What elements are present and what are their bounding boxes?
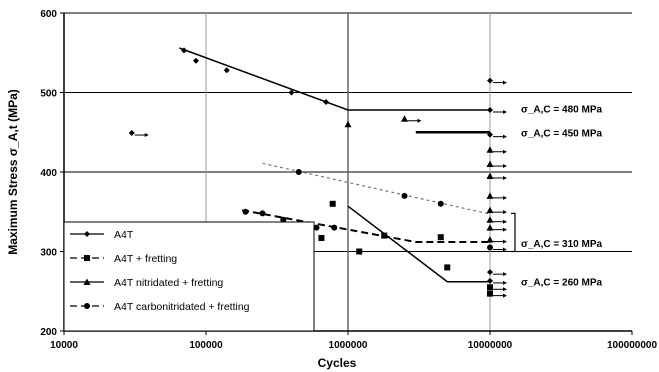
point-series-2 [486, 236, 494, 243]
annotation-label: σ_A,C = 310 MPa [521, 239, 602, 250]
y-tick-label: 500 [40, 89, 57, 100]
legend-marker [84, 303, 90, 309]
data-points [128, 47, 507, 298]
runout-arrowhead [503, 272, 507, 277]
x-tick-label: 10000000 [468, 340, 513, 351]
point-series-3 [295, 169, 302, 175]
point-series-1 [329, 200, 336, 207]
runout-arrowhead [503, 109, 507, 114]
point-series-0 [487, 77, 493, 84]
runout-arrowhead [503, 175, 507, 180]
x-tick-label: 100000000 [607, 340, 657, 351]
point-series-3 [437, 200, 444, 207]
legend-label: A4T + fretting [114, 253, 177, 265]
y-tick-label: 600 [40, 9, 57, 20]
runout-arrowhead [503, 287, 507, 292]
y-axis-title: Maximum Stress σ_A,t (MPa) [6, 89, 20, 255]
point-series-1 [381, 232, 388, 239]
point-series-0 [181, 47, 188, 54]
fit-line-series-3 [242, 209, 490, 243]
point-series-0 [487, 106, 493, 113]
point-series-3 [259, 210, 266, 217]
y-tick-label: 400 [40, 168, 57, 179]
annotations: σ_A,C = 480 MPa σ_A,C = 450 MPa σ_A,C = 31… [521, 104, 602, 288]
point-series-2 [344, 120, 352, 128]
point-series-2 [486, 160, 494, 168]
runout-arrowhead [503, 134, 507, 139]
fit-line-series-0 [179, 47, 490, 111]
legend-label: A4T nitridated + fretting [114, 277, 223, 289]
x-tick-label: 10000 [50, 340, 78, 351]
bracket [511, 212, 516, 253]
point-series-1 [487, 290, 493, 297]
runout-arrowhead [503, 164, 507, 169]
point-series-2 [486, 172, 494, 179]
x-axis-title: Cycles [318, 356, 357, 370]
runout-arrowhead [503, 247, 507, 252]
fit-line-series-2 [347, 205, 490, 283]
point-series-1 [356, 248, 363, 255]
point-series-1 [437, 234, 444, 241]
annotation-label: σ_A,C = 450 MPa [521, 128, 602, 139]
runout-arrowhead [503, 219, 507, 224]
legend-label: A4T carbonitridated + fretting [114, 301, 250, 313]
point-series-3 [280, 216, 287, 223]
point-series-0 [192, 57, 199, 64]
x-tick-label: 100000 [189, 340, 223, 351]
point-series-2 [486, 216, 494, 223]
point-series-1 [487, 284, 493, 291]
legend-marker [84, 231, 90, 237]
legend-box [63, 221, 315, 332]
point-series-2 [486, 206, 494, 214]
annotation-label: σ_A,C = 480 MPa [521, 104, 602, 115]
point-series-3 [401, 192, 408, 199]
point-series-1 [444, 264, 451, 271]
grid-layer [64, 12, 632, 331]
legend-marker [83, 278, 91, 285]
point-series-0 [487, 131, 493, 138]
point-series-0 [128, 130, 135, 137]
y-tick-label: 200 [40, 327, 57, 338]
point-series-3 [313, 224, 320, 231]
runout-arrowhead [503, 149, 507, 154]
runout-arrowhead [503, 239, 507, 244]
runout-arrowhead [503, 80, 507, 85]
y-tick-label: 300 [40, 248, 57, 259]
legend-marker [84, 255, 90, 261]
runout-arrowhead [503, 227, 507, 232]
runout-arrowhead [503, 195, 507, 200]
annotation-label: σ_A,C = 260 MPa [521, 278, 602, 289]
point-series-0 [223, 67, 230, 74]
point-series-3 [487, 244, 493, 251]
x-tick-label: 1000000 [329, 340, 368, 351]
point-series-0 [323, 99, 330, 106]
point-series-2 [486, 192, 494, 199]
runout-arrowhead [503, 280, 507, 285]
runout-arrowhead [503, 293, 507, 298]
runout-arrowhead [144, 133, 149, 138]
runout-arrowhead [417, 118, 422, 123]
point-series-0 [288, 89, 295, 96]
legend: A4T A4T + fretting A4T nitridated + fretti… [63, 221, 315, 332]
runout-arrowhead [503, 210, 507, 215]
point-series-3 [331, 224, 338, 231]
point-series-3 [242, 208, 249, 215]
point-series-0 [487, 277, 493, 284]
point-series-2 [486, 146, 494, 153]
point-series-0 [487, 269, 493, 276]
point-series-2 [486, 224, 494, 231]
point-series-2 [401, 115, 409, 122]
legend-label: A4T [114, 229, 134, 241]
point-series-1 [318, 234, 325, 241]
